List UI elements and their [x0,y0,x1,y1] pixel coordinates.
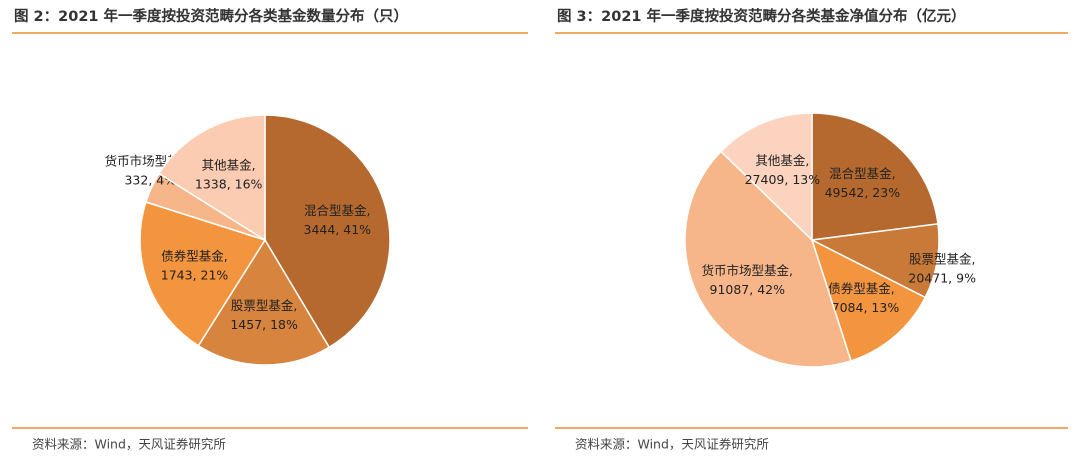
pie-slice [197,238,331,366]
slice-label: 其他基金, 27409, 13% [745,152,821,186]
slice-value-label: 27409, 13% [745,171,821,186]
pie-slice [264,114,391,349]
slice-value-label: 91087, 42% [710,282,786,297]
slice-category: 混合型基金, [829,165,895,180]
source-note: 资料来源：Wind，天风证券研究所 [32,437,226,452]
slice-value-label: 1338, 16% [195,176,263,191]
slice-value-label: 3444, 41% [304,222,372,237]
slice-label: 债券型基金, 1743, 21% [161,248,229,282]
slice-label: 股票型基金, 1457, 18% [230,297,298,331]
slice-category: 其他基金, [202,157,256,172]
slice-value-label: 49542, 23% [825,184,901,199]
slice-category: 其他基金, [755,152,809,167]
slice-label: 其他基金, 1338, 16% [195,157,263,191]
chart-title: 图 3：2021 年一季度按投资范畴分各类基金净值分布（亿元） [557,7,966,25]
slice-label: 混合型基金, 49542, 23% [825,165,901,199]
slice-label: 股票型基金, 20471, 9% [908,251,976,285]
slice-label: 债券型基金, 27084, 13% [824,280,900,314]
pie-slice [684,150,852,368]
slice-category: 股票型基金, [909,251,975,266]
slice-category: 混合型基金, [304,203,370,218]
pie-slice [811,112,939,241]
slice-label: 货币市场型基金, 91087, 42% [702,263,793,297]
slice-category: 货币市场型基金, [702,263,793,278]
source-note: 资料来源：Wind，天风证券研究所 [575,437,769,452]
chart-title: 图 2：2021 年一季度按投资范畴分各类基金数量分布（只） [14,7,408,25]
slice-category: 债券型基金, [161,248,227,263]
slice-value-label: 1743, 21% [161,267,229,282]
pie-slice [139,201,267,347]
pie-slice [809,223,940,299]
slice-category: 债券型基金, [828,280,894,295]
pie-slice [158,114,266,242]
slice-category: 股票型基金, [231,297,297,312]
pie-slice [719,112,813,242]
pie-slice [810,238,927,362]
slice-value-label: 1457, 18% [230,316,298,331]
slice-value-label: 27084, 13% [824,299,900,314]
slice-value-label: 20471, 9% [908,270,976,285]
slice-label: 混合型基金, 3444, 41% [304,203,372,237]
